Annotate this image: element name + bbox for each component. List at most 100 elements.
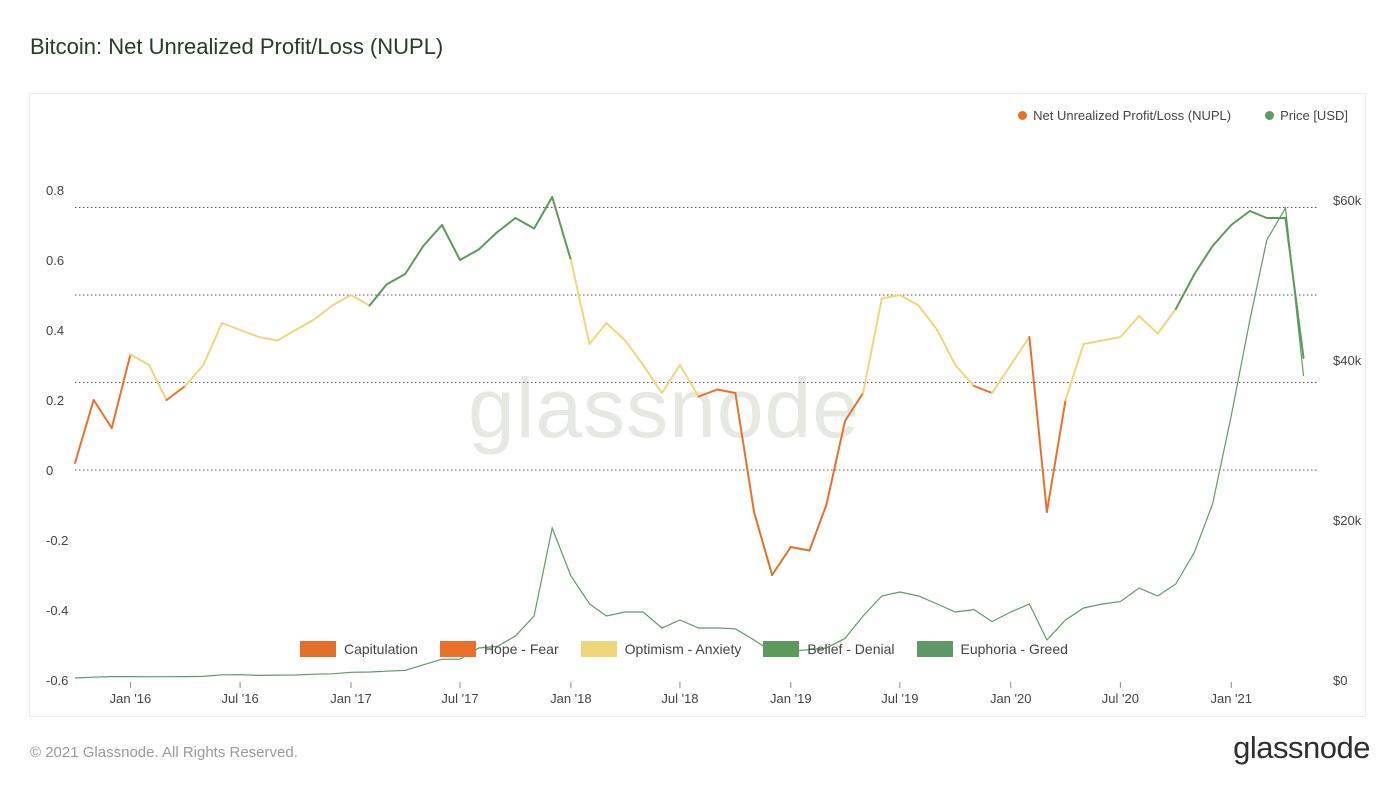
legend-dot-nupl <box>1018 111 1028 120</box>
x-tick-label: Jan '18 <box>550 691 592 706</box>
x-tick-label: Jul '20 <box>1102 691 1139 706</box>
nupl-segment <box>569 259 591 345</box>
nupl-segment <box>972 385 994 394</box>
nupl-segment <box>184 364 205 387</box>
nupl-segment <box>1230 210 1251 226</box>
y-left-tick-label: -0.6 <box>46 673 68 688</box>
nupl-segment <box>825 420 847 506</box>
y-left-tick-label: 0.6 <box>46 253 64 268</box>
zone-label: Hope - Fear <box>483 641 559 657</box>
nupl-segment <box>678 364 700 398</box>
y-left-tick-label: -0.4 <box>46 603 68 618</box>
nupl-segment <box>642 364 663 394</box>
legend-item-price[interactable]: Price [USD] <box>1265 108 1348 123</box>
y-right-tick-label: $40k <box>1333 353 1362 368</box>
nupl-segment <box>771 546 792 576</box>
nupl-segment <box>368 283 388 307</box>
nupl-segment <box>221 322 242 331</box>
nupl-segment <box>1045 399 1067 513</box>
x-tick-label: Jan '17 <box>330 691 372 706</box>
nupl-segment <box>129 353 151 366</box>
nupl-segment <box>74 399 95 464</box>
nupl-segment <box>898 294 920 307</box>
nupl-segment <box>1193 245 1214 275</box>
nupl-segment <box>844 392 865 422</box>
nupl-segment <box>165 385 187 401</box>
x-tick-label: Jul '16 <box>222 691 259 706</box>
nupl-segment <box>1064 343 1085 401</box>
nupl-segment <box>716 388 737 394</box>
x-tick-label: Jan '20 <box>990 691 1032 706</box>
nupl-segment <box>110 353 132 429</box>
zone-label: Capitulation <box>344 641 418 657</box>
zone-label: Euphoria - Greed <box>960 641 1068 657</box>
nupl-segment <box>239 329 260 338</box>
nupl-segment <box>588 322 608 345</box>
zone-swatch <box>439 641 476 657</box>
y-left-tick-label: -0.2 <box>46 533 68 548</box>
nupl-segment <box>1248 210 1268 219</box>
nupl-segment <box>1028 336 1048 513</box>
nupl-segment <box>734 392 756 513</box>
nupl-segment <box>459 248 480 261</box>
legend-dot-price <box>1265 111 1275 120</box>
nupl-segment <box>276 329 297 342</box>
copyright: © 2021 Glassnode. All Rights Reserved. <box>30 744 298 761</box>
legend-item-nupl[interactable]: Net Unrealized Profit/Loss (NUPL) <box>1018 108 1231 123</box>
x-tick-label: Jul '19 <box>881 691 918 706</box>
price-line <box>74 206 1305 679</box>
zone-label: Belief - Denial <box>807 641 895 657</box>
y-right-tick-label: $60k <box>1333 193 1362 208</box>
chart-title: Bitcoin: Net Unrealized Profit/Loss (NUP… <box>30 34 444 59</box>
nupl-segment <box>808 504 828 552</box>
nupl-segment <box>202 322 224 366</box>
nupl-segment <box>551 196 572 261</box>
nupl-segment <box>917 304 939 331</box>
nupl-segment <box>789 546 811 552</box>
nupl-segment <box>294 318 316 331</box>
zone-capitulation[interactable]: Capitulation <box>300 641 418 657</box>
zone-label: Optimism - Anxiety <box>624 641 742 657</box>
zone-belief-denial[interactable]: Belief - Denial <box>763 641 895 657</box>
zone-euphoria-greed[interactable]: Euphoria - Greed <box>916 641 1068 657</box>
nupl-segment <box>624 339 645 366</box>
y-right-tick-label: $20k <box>1333 513 1362 528</box>
y-left-tick-label: 0 <box>46 463 53 478</box>
nupl-segment <box>422 224 443 247</box>
nupl-segment <box>1174 273 1196 310</box>
nupl-segment <box>148 364 168 401</box>
nupl-segment <box>533 196 554 230</box>
nupl-segment <box>862 297 883 394</box>
y-right-tick-label: $0 <box>1333 673 1347 688</box>
zone-optimism-anxiety[interactable]: Optimism - Anxiety <box>580 641 742 657</box>
watermark: glassnode <box>468 361 860 455</box>
nupl-segment <box>477 231 499 251</box>
nupl-segment <box>1138 315 1159 335</box>
nupl-segment <box>1009 336 1031 366</box>
legend-label-price: Price [USD] <box>1280 108 1348 123</box>
glassnode-logo[interactable]: glassnode <box>1233 730 1370 765</box>
zone-swatch <box>763 641 800 657</box>
legend-label-nupl: Net Unrealized Profit/Loss (NUPL) <box>1033 108 1232 123</box>
x-tick-label: Jan '19 <box>770 691 812 706</box>
x-tick-label: Jan '16 <box>110 691 152 706</box>
y-left-tick-label: 0.4 <box>46 323 64 338</box>
nupl-segment <box>440 224 462 261</box>
nupl-segment <box>954 364 975 387</box>
nupl-segment <box>991 364 1012 394</box>
nupl-segment <box>514 217 536 230</box>
nupl-segment <box>257 336 279 342</box>
zone-swatch <box>300 641 336 657</box>
nupl-segment <box>385 273 407 286</box>
nupl-segment <box>404 245 425 275</box>
nupl-segment <box>753 511 774 576</box>
nupl-segment <box>349 294 371 307</box>
zone-legend: Capitulation Hope - Fear Optimism - Anxi… <box>300 641 1068 657</box>
x-tick-label: Jan '21 <box>1210 691 1252 706</box>
nupl-segment <box>313 304 334 321</box>
nupl-segment <box>92 399 113 429</box>
nupl-segment <box>496 217 517 233</box>
nupl-segment <box>1156 308 1177 335</box>
zone-hope-fear[interactable]: Hope - Fear <box>439 641 559 657</box>
